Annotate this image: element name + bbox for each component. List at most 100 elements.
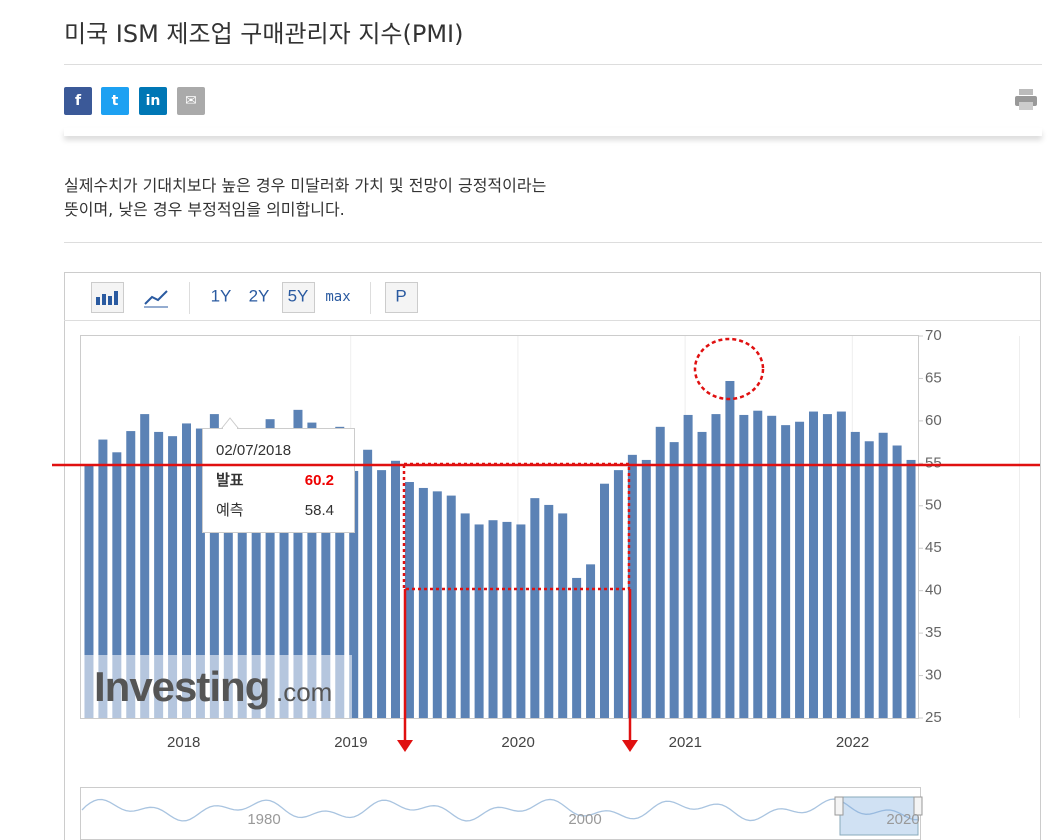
divider (64, 64, 1042, 65)
annotation-arrowhead (397, 740, 413, 752)
bar (223, 426, 233, 718)
bar (321, 440, 331, 718)
bar (530, 498, 540, 718)
x-tick-label: 2022 (836, 734, 869, 751)
x-tick-label: 2020 (501, 734, 534, 751)
bar (460, 513, 470, 718)
print-button[interactable] (1014, 88, 1040, 112)
bar (307, 422, 317, 718)
x-tick-label: 2019 (334, 734, 367, 751)
bar (279, 437, 289, 718)
navigator-label: 2020 (886, 811, 919, 828)
bar (251, 431, 261, 718)
page-title: 미국 ISM 제조업 구매관리자 지수(PMI) (64, 20, 464, 48)
bar (446, 495, 456, 718)
tooltip-date: 02/07/2018 (216, 442, 291, 459)
y-tick-label: 25 (925, 709, 942, 726)
range-button[interactable]: 1Y (211, 286, 232, 305)
bar (265, 419, 275, 718)
bar-icon (96, 291, 118, 305)
bar (335, 426, 345, 718)
y-tick-label: 70 (925, 327, 942, 344)
bar (725, 380, 735, 718)
navigator-line (81, 798, 919, 822)
y-tick-label: 50 (925, 497, 942, 514)
description-line: 실제수치가 기대치보다 높은 경우 미달러화 가치 및 전망이 긍정적이라는 (64, 176, 547, 195)
tooltip (202, 428, 355, 533)
bar (112, 452, 122, 718)
tooltip-cover (223, 427, 237, 430)
share-email[interactable]: ✉ (177, 87, 205, 115)
bar (613, 470, 623, 718)
bar (600, 483, 609, 718)
navigator-handle (834, 796, 844, 816)
bar (739, 414, 749, 718)
bar (154, 431, 164, 718)
navigator-label: 1980 (247, 811, 280, 828)
bar (126, 431, 136, 718)
y-tick-label: 45 (925, 539, 942, 556)
bar (641, 459, 651, 718)
bar (168, 436, 178, 718)
bar (711, 414, 721, 718)
bar (391, 460, 400, 718)
y-tick-label: 40 (925, 582, 942, 599)
tooltip-forecast: 58.4 (305, 502, 334, 519)
tooltip-actual: 60.2 (305, 472, 334, 489)
range-active (282, 282, 315, 313)
bar (140, 414, 150, 718)
p-button[interactable] (385, 282, 418, 313)
x-tick-label: 2018 (167, 734, 200, 751)
bar (697, 431, 707, 718)
range-button[interactable]: max (325, 289, 350, 305)
share-linkedin[interactable]: in (139, 87, 167, 115)
bar (237, 443, 247, 718)
bar (795, 421, 805, 718)
line-chart-button[interactable] (144, 290, 168, 305)
bar (669, 442, 679, 718)
bar (84, 464, 94, 718)
chart-frame (64, 272, 1041, 840)
y-tick-label: 60 (925, 412, 942, 429)
bar (558, 513, 568, 718)
bar (850, 431, 860, 718)
bar (209, 414, 219, 718)
x-tick-label: 2021 (669, 734, 702, 751)
bar (586, 564, 596, 718)
watermark: Investing (94, 663, 269, 710)
bar (822, 414, 832, 718)
bar (906, 459, 916, 718)
bar (195, 428, 205, 718)
bar (627, 454, 637, 718)
navigator-handle (913, 796, 923, 816)
bar (683, 414, 693, 718)
bar (404, 482, 414, 718)
header-shadow (64, 128, 1042, 136)
y-tick-label: 35 (925, 624, 942, 641)
bar (878, 432, 888, 718)
bar (809, 411, 818, 718)
annotation-circle (693, 337, 765, 401)
bar (293, 409, 303, 718)
bar (488, 520, 498, 718)
range-button[interactable]: 5Y (288, 286, 309, 305)
share-twitter[interactable]: t (101, 87, 129, 115)
bar (474, 524, 484, 718)
navigator-selection (839, 796, 919, 836)
watermark: .com (276, 677, 332, 707)
y-tick-label: 65 (925, 369, 942, 386)
bar (836, 411, 846, 718)
bar (767, 415, 777, 718)
bar (655, 426, 665, 718)
range-button[interactable]: 2Y (249, 286, 270, 305)
bar (572, 577, 582, 718)
tooltip-label: 예측 (216, 502, 244, 519)
share-facebook[interactable]: f (64, 87, 92, 115)
p-button-label: P (395, 286, 406, 305)
description-line: 뜻이며, 낮은 경우 부정적임을 의미합니다. (64, 200, 345, 219)
bar (182, 423, 191, 718)
navigator-label: 2000 (568, 811, 601, 828)
bar (753, 410, 763, 718)
y-tick-label: 55 (925, 454, 942, 471)
